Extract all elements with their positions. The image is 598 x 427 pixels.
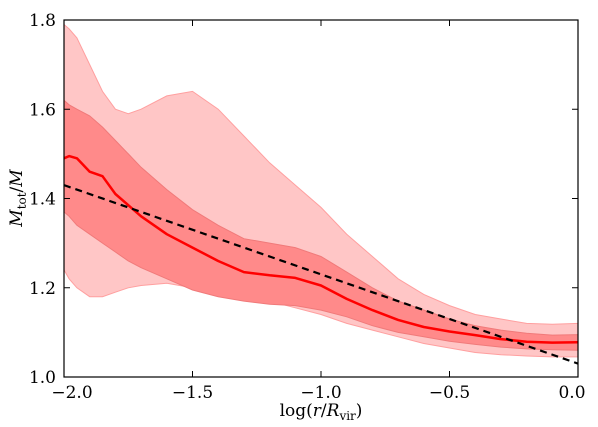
x-tick-label: −1.0 xyxy=(300,383,341,403)
x-axis-ticks xyxy=(63,20,579,377)
x-tick-label: 0.0 xyxy=(558,383,585,403)
x-tick-label: −2.0 xyxy=(51,383,92,403)
y-tick-label: 1.6 xyxy=(29,100,56,120)
x-axis-label: log(r/Rvir) xyxy=(280,401,363,423)
y-axis-label: Mtot/M xyxy=(7,169,29,228)
series-lines xyxy=(63,154,579,365)
x-tick-label: −1.5 xyxy=(172,383,213,403)
y-axis-tick-labels: 1.0 1.2 1.4 1.6 1.8 xyxy=(29,11,56,388)
y-tick-label: 1.0 xyxy=(29,368,56,388)
y-tick-label: 1.2 xyxy=(29,279,56,299)
x-tick-label: −0.5 xyxy=(429,383,470,403)
y-tick-label: 1.8 xyxy=(29,11,56,31)
y-axis-ticks xyxy=(64,19,578,378)
x-axis-tick-labels: −2.0 −1.5 −1.0 −0.5 0.0 xyxy=(51,383,585,403)
confidence-bands xyxy=(63,23,579,358)
y-tick-label: 1.4 xyxy=(29,190,56,210)
median-line xyxy=(63,154,579,344)
fit-line xyxy=(63,184,579,365)
